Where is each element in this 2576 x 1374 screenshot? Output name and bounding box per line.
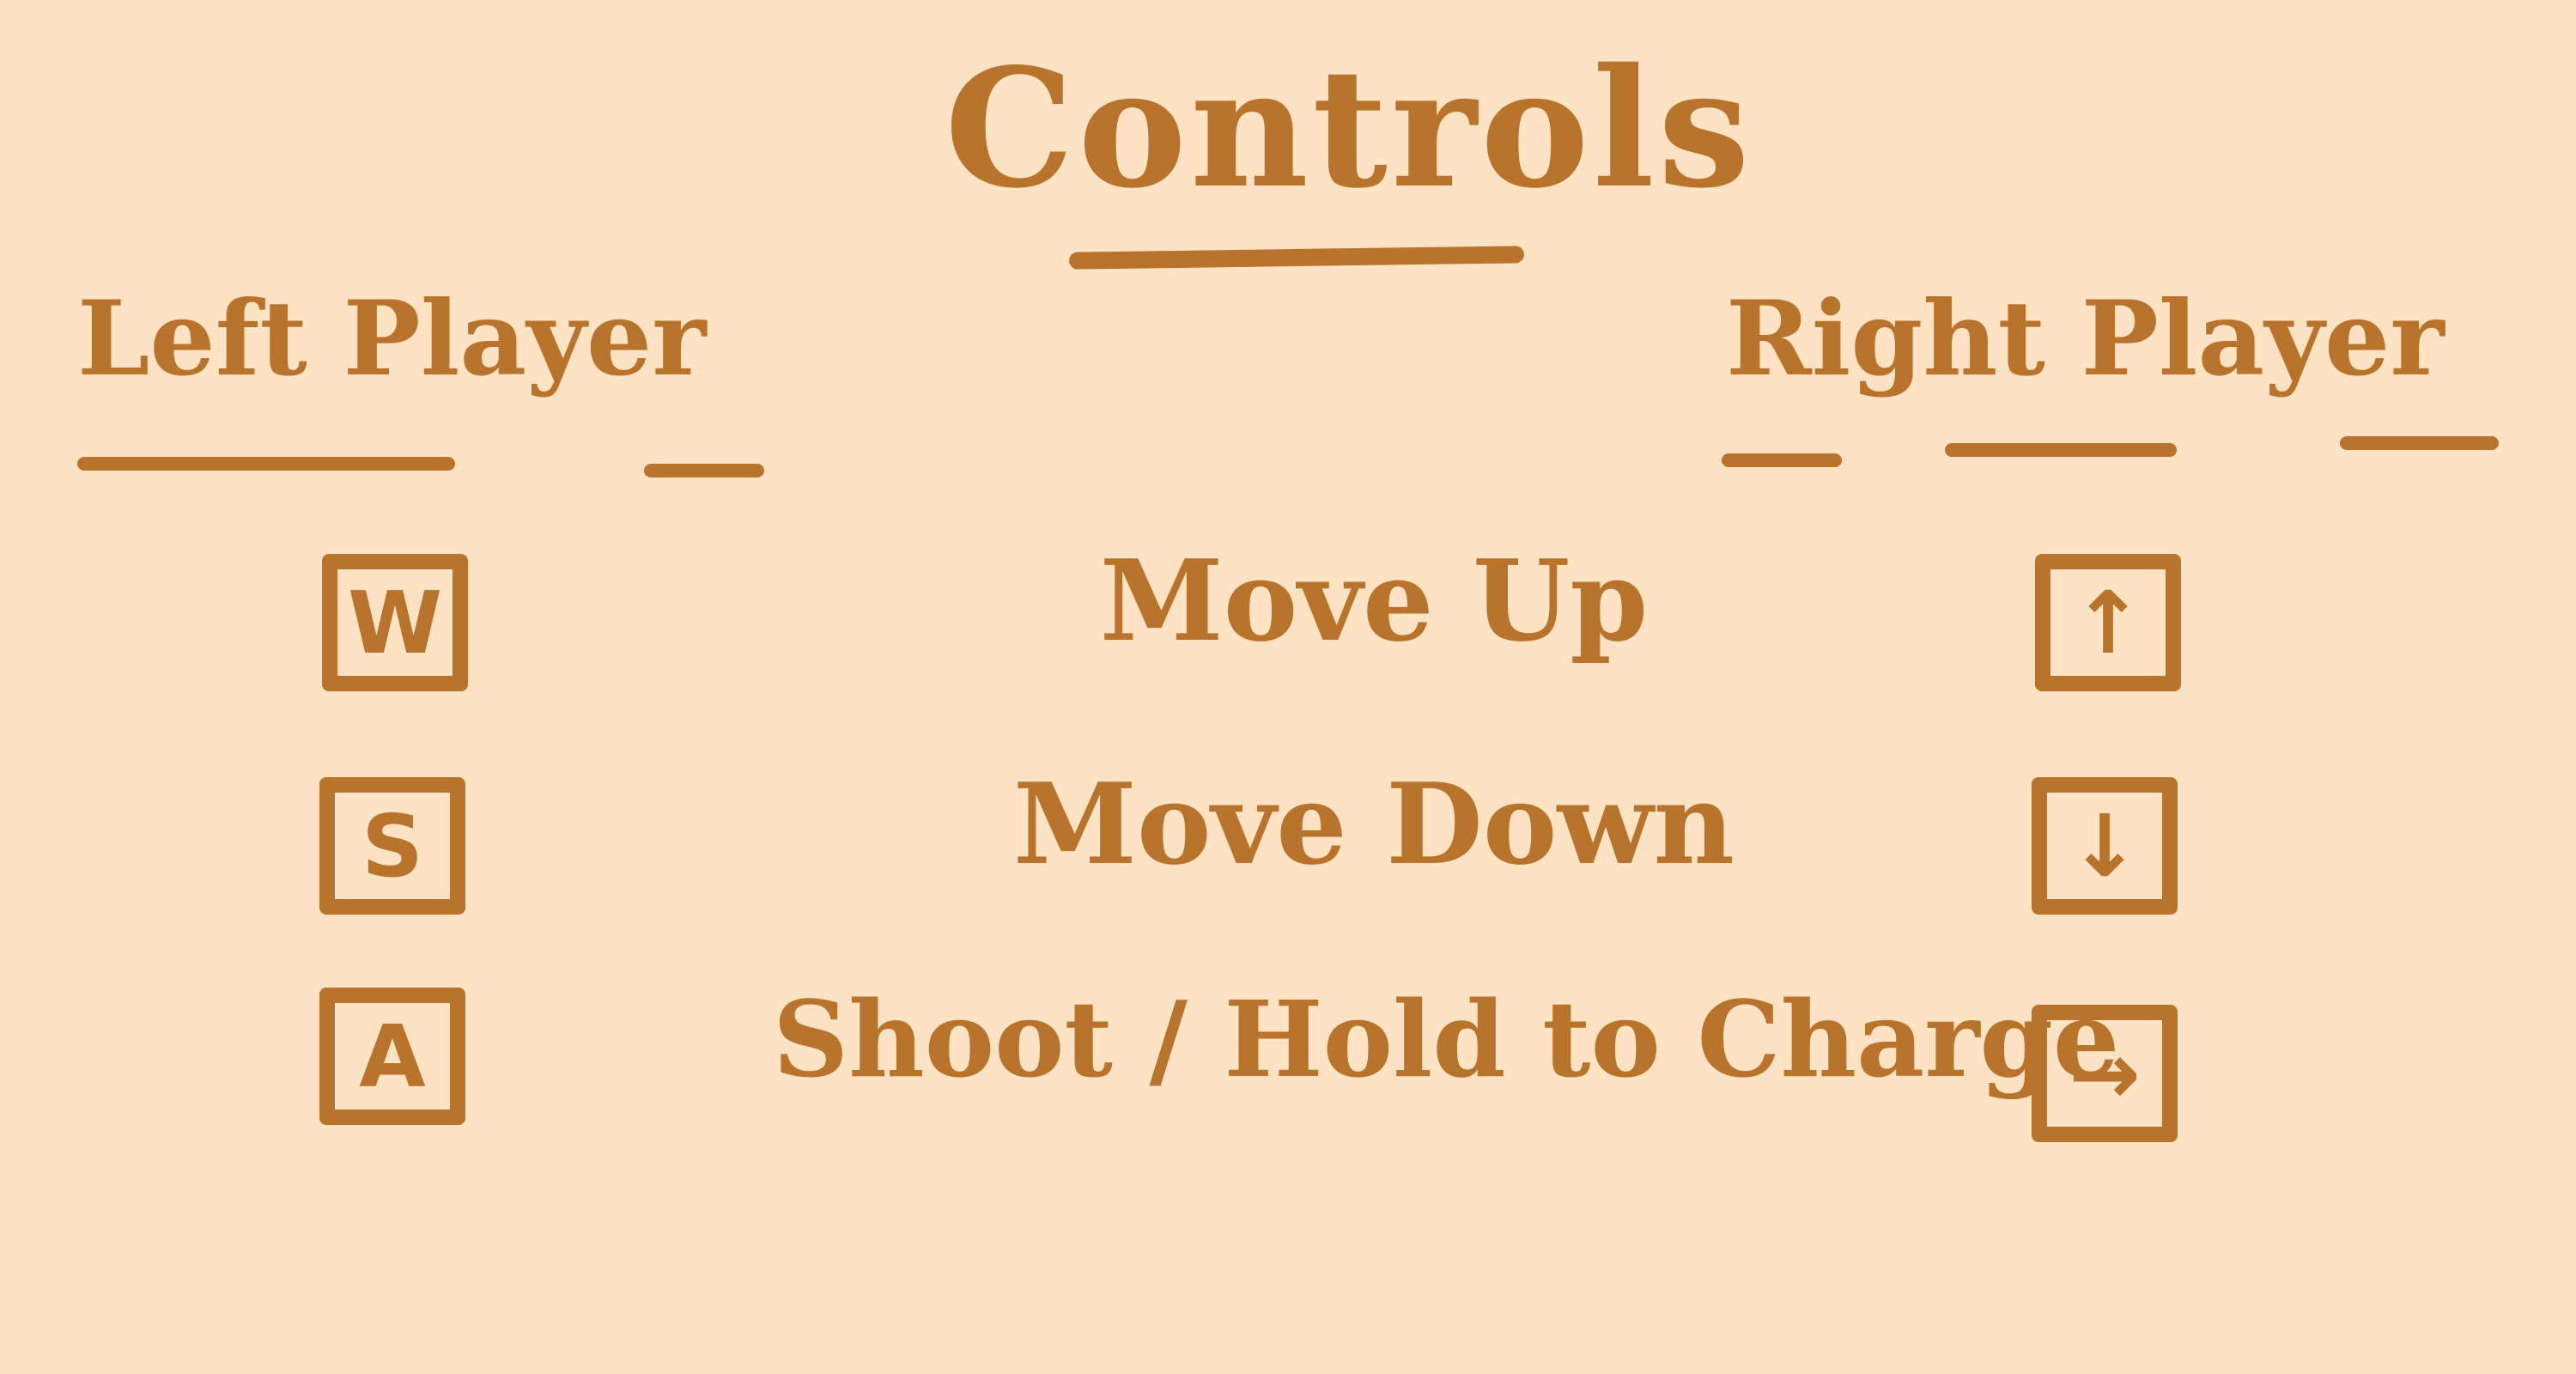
key-s: S [319,777,465,915]
left-player-heading: Left Player [77,278,707,399]
key-w: W [322,554,468,691]
right-player-underline [1945,443,2177,457]
title-underline [1068,246,1525,270]
right-player-underline-start [1722,453,1842,467]
arrow-up-icon: ↑ [2072,572,2144,673]
left-player-underline-tail [644,464,764,477]
action-shoot-charge: Shoot / Hold to Charge [773,977,2120,1101]
left-player-underline [77,457,455,471]
right-player-underline-tail [2340,436,2499,450]
key-s-label: S [361,795,424,897]
right-player-heading: Right Player [1726,278,2445,399]
key-right-arrow: → [2032,1005,2178,1142]
arrow-down-icon: ↓ [2069,795,2141,897]
key-up-arrow: ↑ [2035,554,2181,691]
key-a-label: A [359,1006,426,1107]
page-title: Controls [945,33,1753,224]
action-move-up: Move Up [1099,535,1649,666]
arrow-right-icon: → [2069,1023,2141,1124]
key-down-arrow: ↓ [2032,777,2178,915]
key-a: A [319,988,465,1125]
key-w-label: W [347,572,443,673]
action-move-down: Move Down [1013,758,1735,890]
